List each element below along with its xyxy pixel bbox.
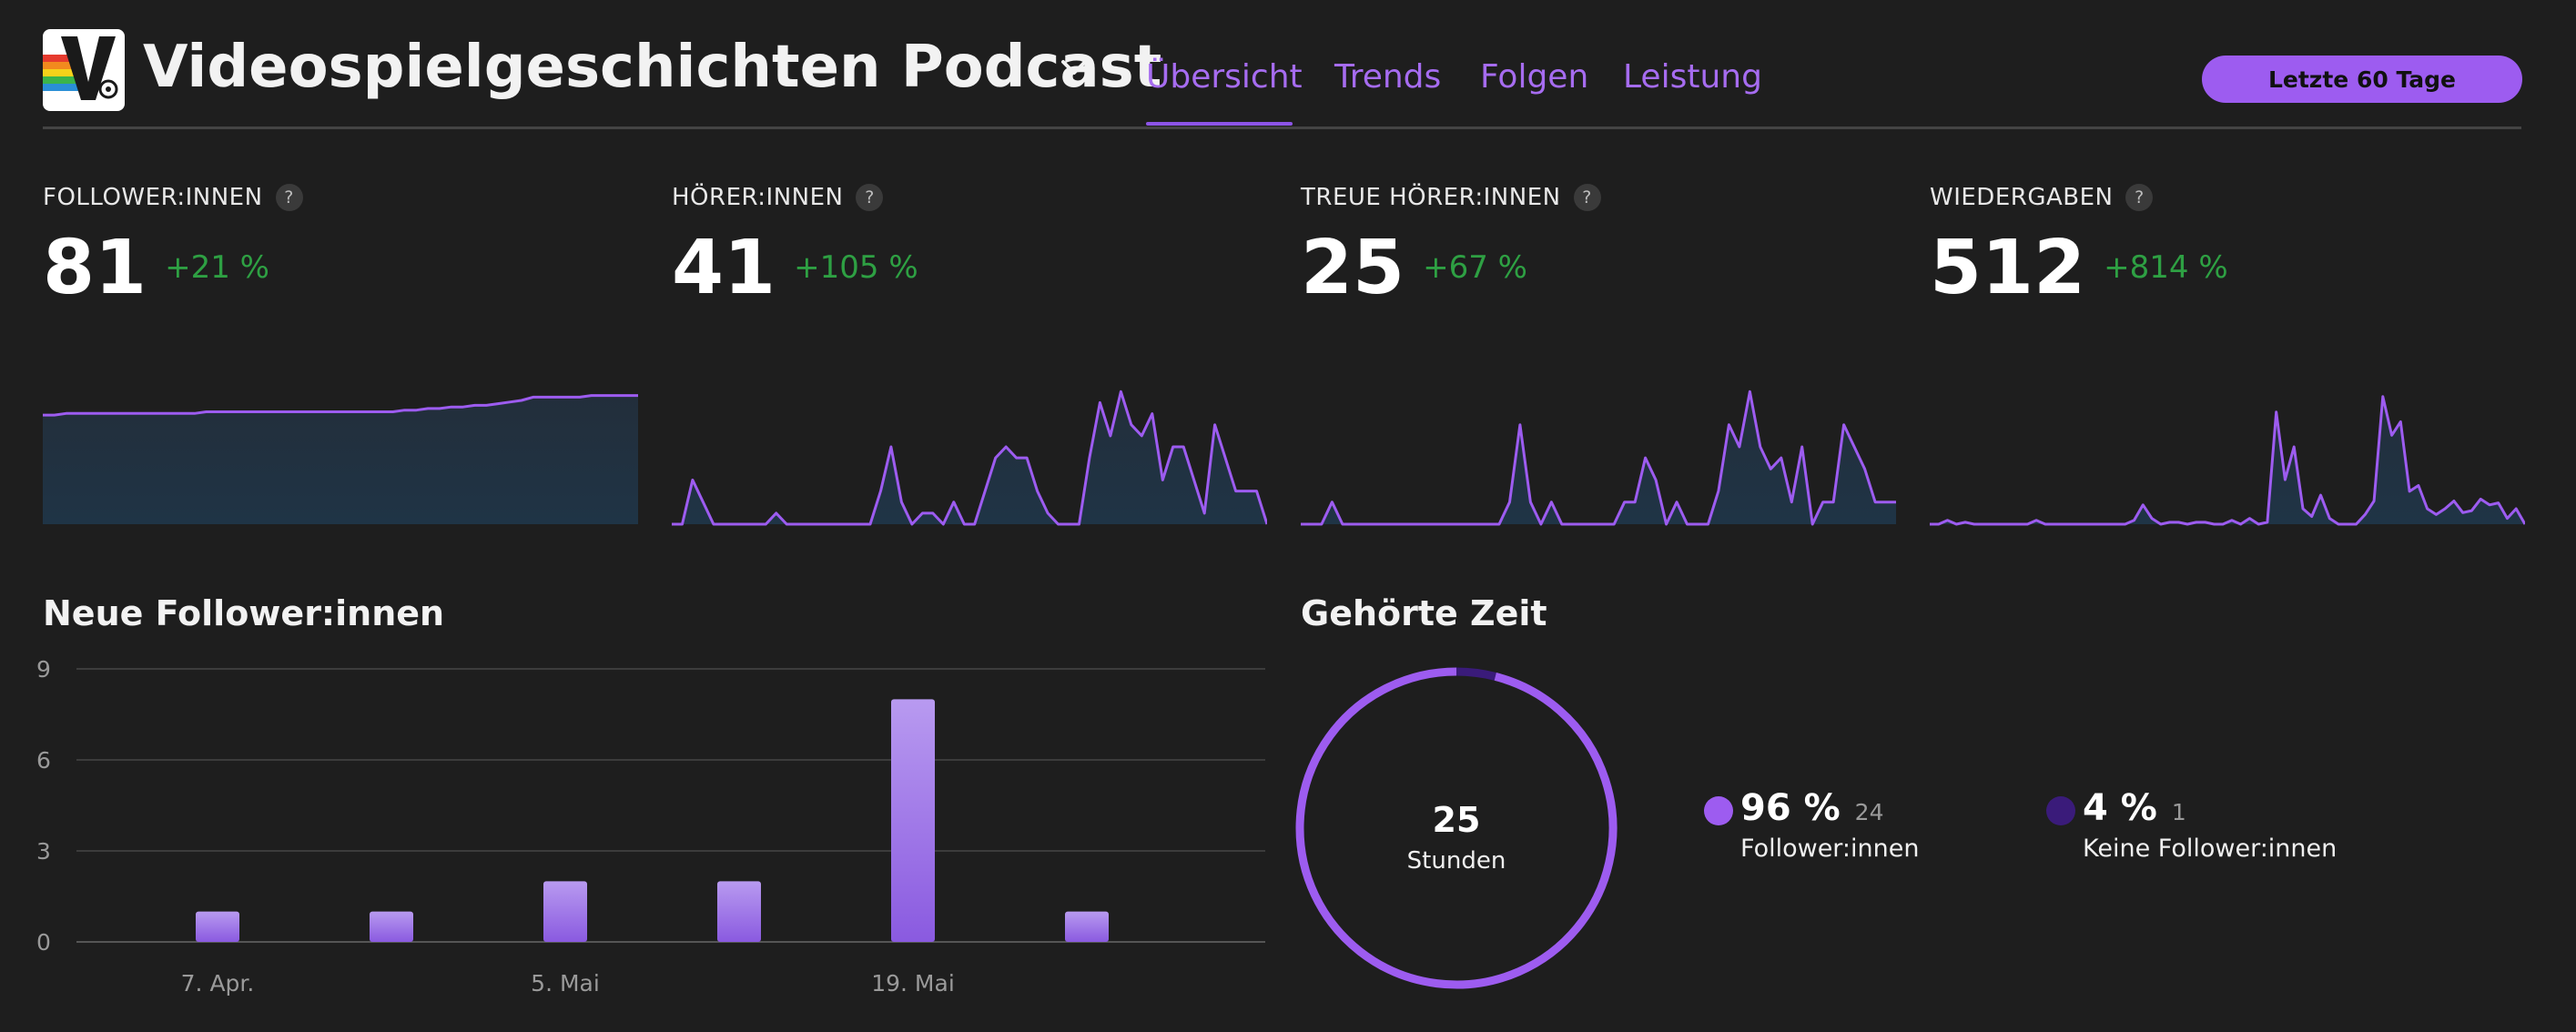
stat-plays: WIEDERGABEN? 512 +814 % [1930,173,2530,528]
stat-followers: FOLLOWER:INNEN? 81 +21 % [43,173,644,528]
listened-time-donut: 25 Stunden [1295,667,1618,989]
bar [891,699,935,942]
legend-percent: 96 % [1740,787,1841,829]
stat-listeners: HÖRER:INNEN? 41 +105 % [672,173,1273,528]
sparkline-line [43,394,638,417]
tab-trends[interactable]: Trends [1334,58,1442,96]
podcast-title[interactable]: Videospielgeschichten Podcast [143,34,1162,101]
stat-delta: +67 % [1423,248,1527,286]
tab-leistung[interactable]: Leistung [1623,58,1762,96]
tab-folgen[interactable]: Folgen [1480,58,1589,96]
stat-delta: +105 % [794,248,918,286]
donut-slice [1455,667,1496,681]
stat-value: 512 [1930,225,2086,311]
stat-label: HÖRER:INNEN [672,184,844,211]
question-mark-icon[interactable]: ? [856,184,884,211]
x-tick-label: 7. Apr. [181,970,255,997]
bar [196,911,239,942]
question-mark-icon[interactable]: ? [1573,184,1601,211]
legend-dot [1704,796,1733,825]
question-mark-icon[interactable]: ? [275,184,303,211]
sparkline-plays [1930,395,2525,526]
bar [1065,911,1109,942]
header: Videospielgeschichten Podcast Übersicht … [0,0,2576,129]
sparkline-area [672,391,1267,524]
stat-value: 41 [672,225,776,311]
donut-slice [1295,667,1618,989]
header-divider [43,126,2521,129]
chevron-down-icon[interactable] [1059,55,1090,80]
sparkline-area [1301,391,1896,524]
legend-dot [2046,796,2075,825]
y-tick-label: 6 [36,747,51,774]
donut-center-value: 25 [1433,800,1481,840]
sparkline-line [672,390,1267,526]
y-tick-label: 9 [36,656,51,683]
stat-delta: +814 % [2104,248,2228,286]
legend-label: Keine Follower:innen [2083,835,2338,863]
sparkline-loyal-listeners [1301,390,1896,526]
tab-uebersicht[interactable]: Übersicht [1146,58,1303,96]
bar [717,881,761,942]
sparkline-followers [43,394,638,524]
podcast-logo[interactable] [43,29,125,111]
active-tab-indicator [1146,122,1293,126]
stat-delta: +21 % [165,248,269,286]
stat-value: 25 [1301,225,1405,311]
new-followers-bar-chart: 0 3 6 9 7. Apr. 5. Mai 19. Mai [36,656,1265,997]
stat-label: FOLLOWER:INNEN [43,184,263,211]
sparkline-line [1301,390,1896,526]
donut-center-label: Stunden [1407,847,1506,875]
x-tick-label: 19. Mai [871,970,955,997]
legend-label: Follower:innen [1740,835,1920,863]
date-range-button[interactable]: Letzte 60 Tage [2202,56,2522,103]
listened-time-title: Gehörte Zeit [1301,593,1547,633]
legend-count: 1 [2171,799,2186,825]
sparkline-line [1930,395,2525,526]
y-tick-label: 3 [36,838,51,865]
x-tick-label: 5. Mai [531,970,600,997]
stat-label: WIEDERGABEN [1930,184,2114,211]
stat-label: TREUE HÖRER:INNEN [1301,184,1561,211]
bar [370,911,413,942]
stat-value: 81 [43,225,147,311]
stat-loyal-listeners: TREUE HÖRER:INNEN? 25 +67 % [1301,173,1902,528]
legend-count: 24 [1854,799,1884,825]
y-tick-label: 0 [36,929,51,956]
new-followers-title: Neue Follower:innen [43,593,445,633]
sparkline-area [43,395,638,524]
legend-percent: 4 % [2083,787,2157,829]
sparkline-listeners [672,390,1267,526]
bar [543,881,587,942]
question-mark-icon[interactable]: ? [2125,184,2154,211]
sparkline-area [1930,396,2525,524]
